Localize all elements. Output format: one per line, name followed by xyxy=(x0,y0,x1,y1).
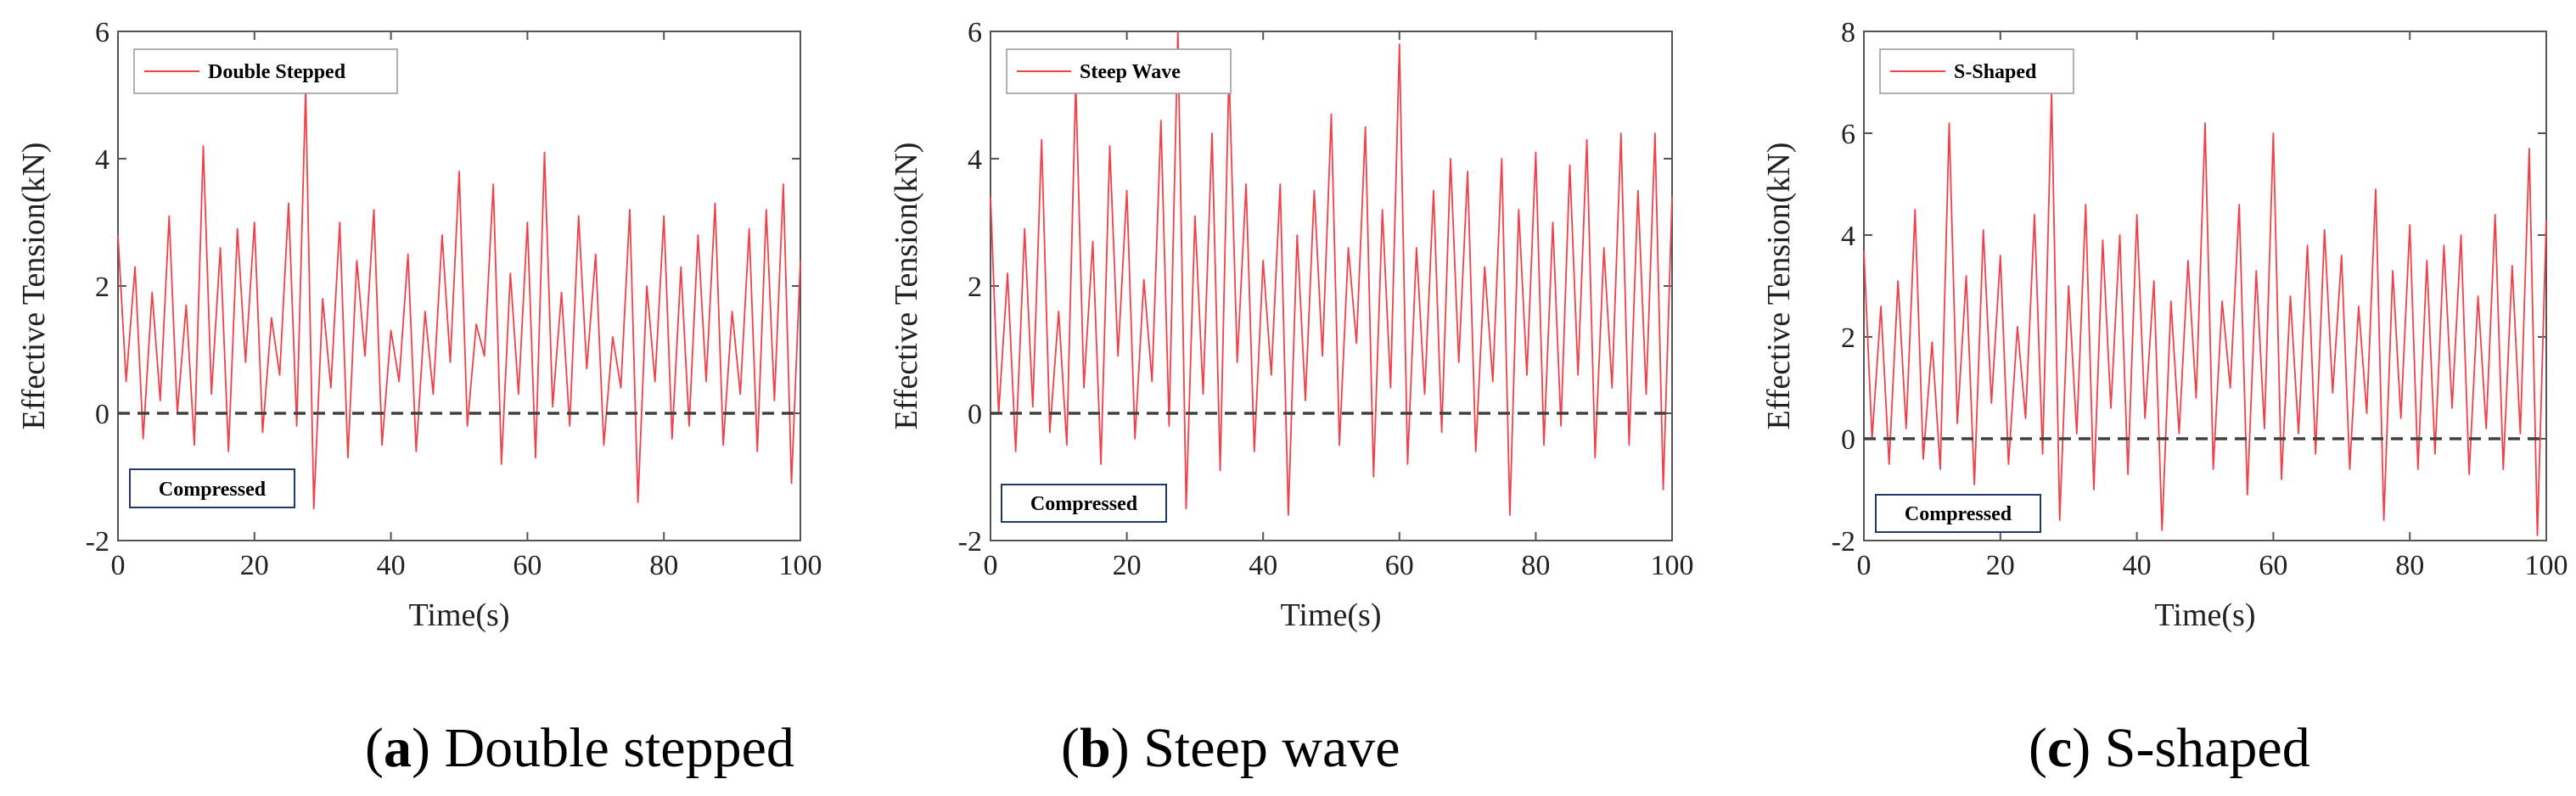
x-tick-label: 0 xyxy=(984,550,998,581)
compressed-box xyxy=(129,468,295,508)
y-tick-label: 0 xyxy=(968,399,982,430)
panel-caption: (b) Steep wave xyxy=(1061,717,1400,779)
axis-ticks xyxy=(117,31,801,541)
legend: Double Stepped xyxy=(133,48,398,94)
compressed-box xyxy=(1001,484,1167,523)
tension-series-line xyxy=(990,31,1673,516)
compressed-label: Compressed xyxy=(1030,493,1138,515)
y-tick-label: 2 xyxy=(968,272,982,303)
x-tick-label: 80 xyxy=(2395,550,2424,581)
plot-area-frame xyxy=(990,31,1673,541)
compressed-label: Compressed xyxy=(159,479,267,501)
y-tick-label: 8 xyxy=(1841,17,1855,48)
x-tick-label: 20 xyxy=(240,550,269,581)
y-tick-label: 2 xyxy=(1841,322,1855,354)
x-axis-label: Time(s) xyxy=(409,597,510,633)
y-tick-labels: -2 0 2 4 6 xyxy=(958,17,982,558)
x-axis-label: Time(s) xyxy=(2155,597,2256,633)
chart-double-stepped: 0 20 40 60 80 100 -2 0 2 4 6 Double Step… xyxy=(16,17,822,779)
panel-caption: (a) Double stepped xyxy=(365,717,794,779)
caption-letter: b xyxy=(1080,717,1111,779)
y-tick-label: 4 xyxy=(968,144,982,176)
tension-series-line xyxy=(117,87,801,510)
y-tick-label: 2 xyxy=(95,272,109,303)
caption-letter: a xyxy=(384,717,412,779)
x-tick-label: 60 xyxy=(1385,550,1414,581)
caption-text: Double stepped xyxy=(444,717,794,779)
x-tick-labels: 0 20 40 60 80 100 xyxy=(111,550,822,581)
axis-ticks xyxy=(990,31,1673,541)
legend-label: Steep Wave xyxy=(1080,61,1181,83)
compressed-box xyxy=(1875,494,2041,533)
x-tick-label: 40 xyxy=(2123,550,2152,581)
y-tick-labels: -2 0 2 4 6 xyxy=(86,17,109,558)
x-tick-label: 0 xyxy=(1857,550,1872,581)
y-axis-label: Effective Tension(kN) xyxy=(16,143,52,430)
y-tick-label: -2 xyxy=(958,526,982,558)
y-tick-label: 4 xyxy=(95,144,109,176)
y-tick-label: 0 xyxy=(95,399,109,430)
x-tick-label: 100 xyxy=(779,550,822,581)
panel-caption: (c) S-shaped xyxy=(2029,717,2310,779)
x-tick-label: 80 xyxy=(1521,550,1550,581)
x-tick-label: 60 xyxy=(2259,550,2287,581)
caption-letter: c xyxy=(2047,717,2072,779)
x-tick-label: 40 xyxy=(1249,550,1277,581)
y-tick-label: 0 xyxy=(1841,424,1855,456)
y-tick-label: 6 xyxy=(968,17,982,48)
legend-label: S-Shaped xyxy=(1954,61,2037,83)
legend: S-Shaped xyxy=(1879,48,2074,94)
y-tick-label: -2 xyxy=(1832,526,1855,558)
caption-text: S-shaped xyxy=(2105,717,2310,779)
y-tick-label: 4 xyxy=(1841,221,1855,252)
compressed-annotation: Compressed xyxy=(129,468,295,508)
x-tick-label: 0 xyxy=(111,550,126,581)
compressed-label: Compressed xyxy=(1905,503,2012,525)
chart-s-shaped: 0 20 40 60 80 100 -2 0 2 4 6 8 S-Shaped … xyxy=(1761,17,2568,779)
tension-series-line xyxy=(1863,92,2547,536)
y-axis-label: Effective Tension(kN) xyxy=(1761,143,1797,430)
plot-area-frame xyxy=(117,31,801,541)
compressed-annotation: Compressed xyxy=(1875,494,2041,533)
x-tick-label: 100 xyxy=(1651,550,1694,581)
legend: Steep Wave xyxy=(1006,48,1232,94)
y-axis-label: Effective Tension(kN) xyxy=(889,143,924,430)
compressed-annotation: Compressed xyxy=(1001,484,1167,523)
plot-area-frame xyxy=(1863,31,2547,541)
x-tick-labels: 0 20 40 60 80 100 xyxy=(984,550,1694,581)
legend-label: Double Stepped xyxy=(208,61,346,83)
x-tick-label: 20 xyxy=(1113,550,1142,581)
y-tick-label: 6 xyxy=(1841,119,1855,150)
x-tick-label: 40 xyxy=(377,550,406,581)
x-tick-label: 100 xyxy=(2525,550,2568,581)
x-tick-label: 20 xyxy=(1986,550,2015,581)
y-tick-labels: -2 0 2 4 6 8 xyxy=(1832,17,1855,558)
x-axis-label: Time(s) xyxy=(1281,597,1382,633)
caption-text: Steep wave xyxy=(1143,717,1400,779)
x-tick-label: 80 xyxy=(649,550,678,581)
x-tick-labels: 0 20 40 60 80 100 xyxy=(1857,550,2568,581)
y-tick-label: 6 xyxy=(95,17,109,48)
y-tick-label: -2 xyxy=(86,526,109,558)
chart-steep-wave: 0 20 40 60 80 100 -2 0 2 4 6 Steep Wave … xyxy=(889,17,1694,779)
x-tick-label: 60 xyxy=(513,550,542,581)
